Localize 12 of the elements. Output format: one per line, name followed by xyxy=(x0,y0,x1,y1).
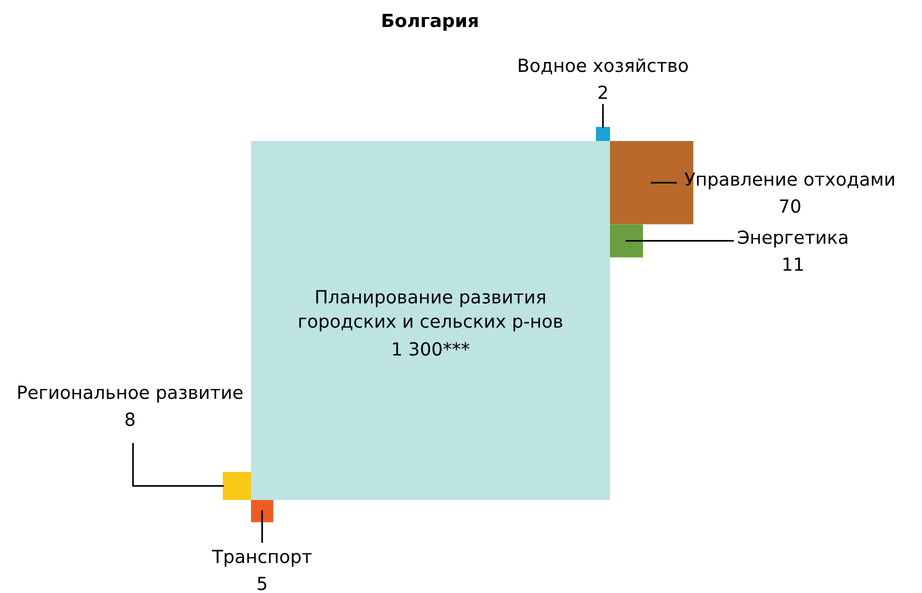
category-label: Региональное развитие xyxy=(18,386,242,403)
data-label: 1 300*** xyxy=(393,342,470,356)
data-label: 5 xyxy=(258,576,266,590)
data-label: 2 xyxy=(598,86,607,99)
data-label: 11 xyxy=(783,258,803,271)
category-label: Водное хозяйство xyxy=(518,58,688,74)
data-label: 70 xyxy=(780,199,800,213)
category-label: Транспорт xyxy=(212,550,312,567)
text: Болгария xyxy=(382,14,478,31)
data-label: 8 xyxy=(125,412,135,426)
category-label: Планирование развития городских и сельских р-нов xyxy=(299,290,562,332)
category-label: Энергетика xyxy=(738,230,848,248)
